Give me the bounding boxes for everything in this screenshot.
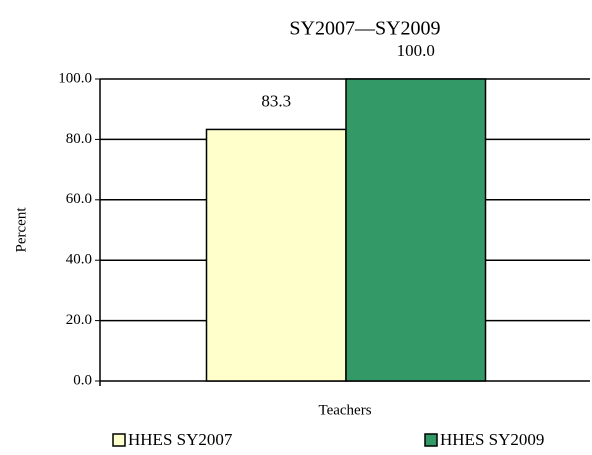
- y-tick-label: 100.0: [58, 70, 92, 86]
- legend-swatch: [424, 433, 438, 447]
- legend-label: HHES SY2009: [440, 430, 544, 449]
- value-label: 100.0: [397, 41, 435, 60]
- legend-label: HHES SY2007: [128, 430, 233, 449]
- chart-title: SY2007—SY2009: [289, 18, 440, 40]
- y-tick-label: 60.0: [66, 191, 92, 207]
- y-axis-label: Percent: [13, 207, 29, 253]
- y-tick-label: 0.0: [73, 372, 92, 388]
- y-tick-label: 20.0: [66, 312, 92, 328]
- y-tick-label: 40.0: [66, 252, 92, 268]
- y-tick-label: 80.0: [66, 131, 92, 147]
- bar: [345, 78, 487, 382]
- x-tick-label: Teachers: [318, 402, 371, 418]
- value-label: 83.3: [261, 91, 291, 110]
- bar: [205, 128, 347, 382]
- legend-swatch: [112, 433, 126, 447]
